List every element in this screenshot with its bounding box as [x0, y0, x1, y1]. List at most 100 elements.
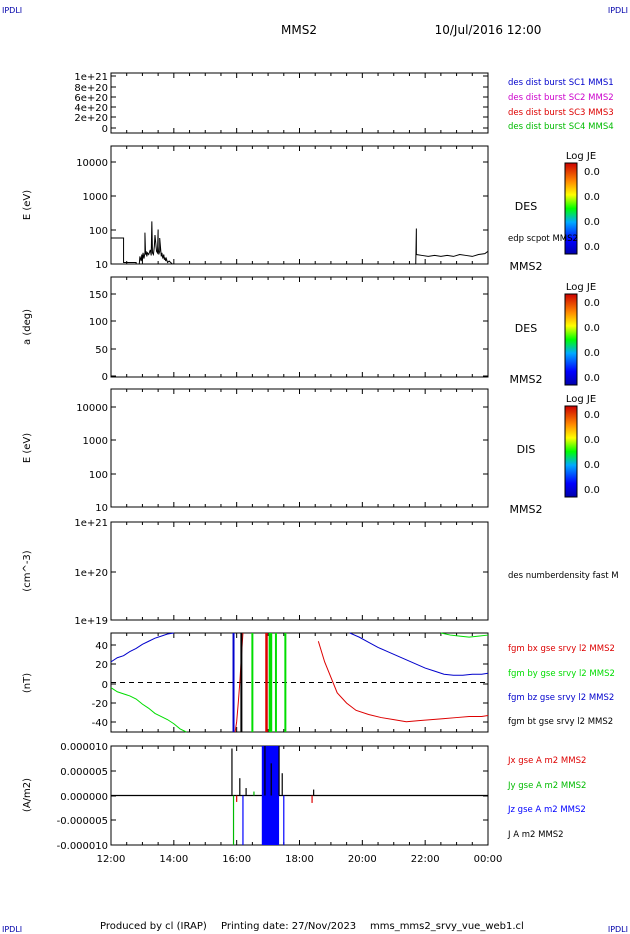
- corner-label-top-right: IPDLI: [608, 6, 628, 15]
- plot-frame: [110, 72, 489, 134]
- y-tick-label: 0.000000: [60, 792, 108, 803]
- y-axis-label: (nT): [22, 673, 33, 693]
- legend-entry: des dist burst SC3 MMS3: [508, 108, 614, 118]
- time-tick-label: 20:00: [348, 854, 377, 865]
- colorbar-tick-label: 0.0: [584, 167, 600, 178]
- footer-printing-date: Printing date: 27/Nov/2023: [221, 921, 356, 932]
- legend-entry: Jz gse A m2 MMS2: [507, 805, 586, 815]
- colorbar: [564, 405, 578, 498]
- colorbar-tick-label: 0.0: [584, 435, 600, 446]
- spacecraft-label: MMS2: [510, 260, 543, 273]
- colorbar-title: Log JE: [566, 282, 596, 293]
- legend-entry: des dist burst SC2 MMS2: [508, 93, 614, 103]
- footer-produced-by: Produced by cl (IRAP): [100, 921, 207, 932]
- y-tick-label: 40: [95, 641, 108, 652]
- y-axis-label: (A/m2): [22, 778, 33, 812]
- colorbar: [564, 293, 578, 386]
- legend-entry: fgm bt gse srvy l2 MMS2: [508, 717, 613, 727]
- colorbar-tick-label: 0.0: [584, 373, 600, 384]
- y-tick-label: 100: [89, 226, 108, 237]
- y-tick-label: 100: [89, 470, 108, 481]
- y-tick-label: 1e+19: [74, 616, 108, 627]
- y-axis-label: a (deg): [22, 309, 33, 345]
- colorbar-tick-label: 0.0: [584, 192, 600, 203]
- y-tick-label: 1e+21: [74, 72, 108, 83]
- panel-dis-energy-spectrogram: 10000 1000 100 10 E (eV) DIS MMS2 Log JE 0.0 0.0 0…: [22, 388, 600, 516]
- current-dense-block: [261, 746, 280, 845]
- plot-frame: [110, 521, 489, 621]
- y-tick-label: 1000: [83, 192, 108, 203]
- colorbar-tick-label: 0.0: [584, 323, 600, 334]
- colorbar: [564, 162, 578, 255]
- y-tick-label: 20: [95, 660, 108, 671]
- corner-label-bottom-right: IPDLI: [608, 925, 628, 934]
- y-tick-label: 100: [89, 317, 108, 328]
- legend-entry: J A m2 MMS2: [507, 830, 564, 840]
- y-tick-label: -20: [92, 699, 108, 710]
- colorbar-tick-label: 0.0: [584, 217, 600, 228]
- legend-entry: fgm bz gse srvy l2 MMS2: [508, 693, 614, 703]
- y-axis-label: E (eV): [22, 433, 33, 463]
- spacecraft-label: MMS2: [510, 373, 543, 386]
- y-tick-label: 0: [102, 680, 108, 691]
- y-tick-label: -40: [92, 718, 108, 729]
- colorbar-tick-label: 0.0: [584, 410, 600, 421]
- y-axis-label: (cm^-3): [22, 550, 33, 591]
- scpot-trace: [111, 221, 173, 265]
- panel-magnetic-field: 40 20 0 -20 -40 (nT) fgm bx gse srvy l2 MMS2 fg…: [22, 632, 615, 733]
- y-tick-label: 50: [95, 345, 108, 356]
- field-component-line: [349, 632, 489, 676]
- y-tick-label: 150: [89, 290, 108, 301]
- instrument-label: DIS: [517, 443, 536, 456]
- legend-entry: des numberdensity fast M: [508, 571, 619, 581]
- panel-number-density: 1e+21 1e+20 1e+19 (cm^-3) des numberdensity …: [22, 518, 619, 627]
- y-tick-label: 1e+20: [74, 568, 108, 579]
- overlay-label: edp scpot MMS2: [508, 234, 578, 244]
- panel-des-energy-spectrogram: 10000 1000 100 10 E (eV) DES MMS2 Log JE 0.0 0.0 0…: [22, 145, 600, 273]
- y-axis-label: E (eV): [22, 190, 33, 220]
- legend-entry: Jy gse A m2 MMS2: [507, 781, 586, 791]
- scpot-trace: [415, 228, 489, 265]
- time-axis: 12:00 14:00 16:00 18:00 20:00 22:00 00:00: [97, 854, 503, 865]
- instrument-label: DES: [515, 200, 537, 213]
- legend-entry: fgm by gse srvy l2 MMS2: [508, 669, 615, 679]
- y-tick-label: 2e+20: [74, 113, 108, 124]
- time-tick-label: 00:00: [474, 854, 503, 865]
- y-tick-label: 0.000010: [60, 742, 108, 753]
- date-time-title: 10/Jul/2016 12:00: [435, 23, 542, 37]
- y-tick-label: 4e+20: [74, 103, 108, 114]
- spacecraft-title: MMS2: [281, 23, 317, 37]
- y-tick-label: 6e+20: [74, 93, 108, 104]
- corner-label-top-left: IPDLI: [2, 6, 22, 15]
- legend-entry: des dist burst SC4 MMS4: [508, 122, 614, 132]
- y-tick-label: 8e+20: [74, 83, 108, 94]
- spacecraft-label: MMS2: [510, 503, 543, 516]
- field-component-line: [110, 632, 174, 663]
- footer-product-name: mms_mms2_srvy_vue_web1.cl: [370, 921, 524, 932]
- time-tick-label: 22:00: [411, 854, 440, 865]
- colorbar-title: Log JE: [566, 151, 596, 162]
- legend-entry: des dist burst SC1 MMS1: [508, 78, 614, 88]
- plot-frame: [110, 145, 489, 265]
- colorbar-tick-label: 0.0: [584, 460, 600, 471]
- y-tick-label: 10000: [76, 403, 108, 414]
- y-tick-label: 0: [102, 372, 108, 383]
- time-tick-label: 16:00: [222, 854, 251, 865]
- y-tick-label: 10: [95, 260, 108, 271]
- corner-label-bottom-left: IPDLI: [2, 925, 22, 934]
- field-component-line: [110, 687, 187, 733]
- time-tick-label: 18:00: [285, 854, 314, 865]
- panel-current-density: 0.000010 0.000005 0.000000 -0.000005 -0.0000…: [22, 742, 586, 852]
- y-tick-label: 1000: [83, 436, 108, 447]
- y-tick-label: -0.000005: [57, 816, 108, 827]
- colorbar-tick-label: 0.0: [584, 348, 600, 359]
- y-tick-label: 0: [102, 124, 108, 135]
- field-component-line: [440, 632, 489, 638]
- plot-frame: [110, 388, 489, 508]
- time-tick-label: 12:00: [97, 854, 126, 865]
- colorbar-tick-label: 0.0: [584, 298, 600, 309]
- colorbar-tick-label: 0.0: [584, 485, 600, 496]
- colorbar-title: Log JE: [566, 394, 596, 405]
